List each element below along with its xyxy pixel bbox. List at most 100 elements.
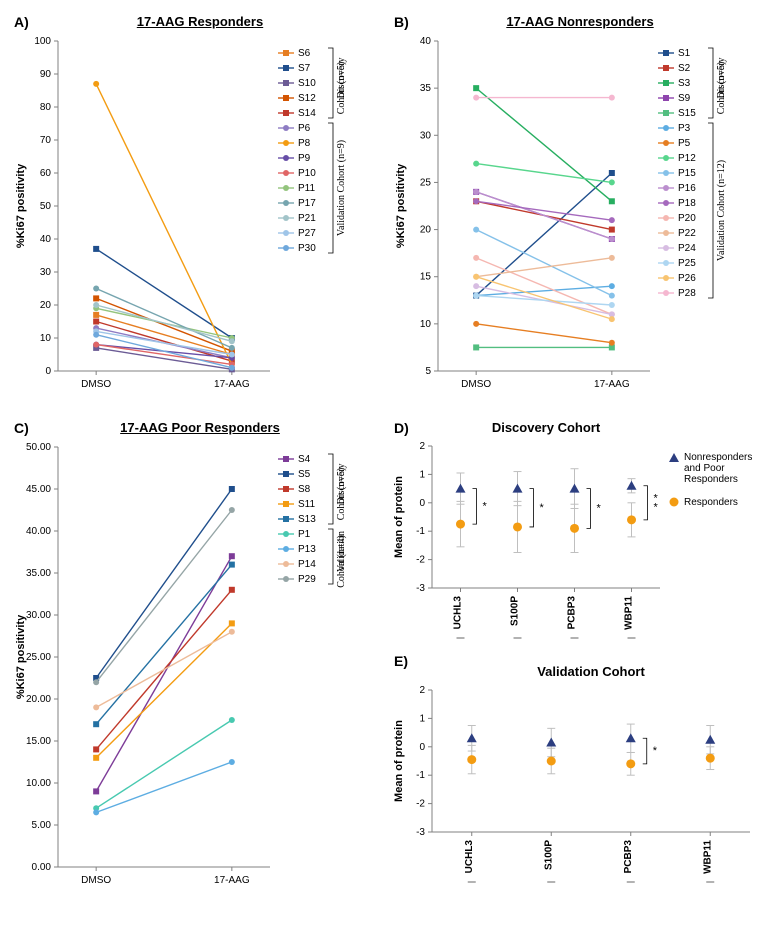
svg-text:P30: P30 xyxy=(298,243,316,254)
svg-text:P20: P20 xyxy=(678,213,696,224)
svg-text:10.00: 10.00 xyxy=(26,778,51,789)
svg-text:20: 20 xyxy=(40,300,52,311)
svg-text:1: 1 xyxy=(419,469,425,480)
svg-text:25: 25 xyxy=(420,177,432,188)
panel-c: C) 17-AAG Poor Responders 0.005.0010.001… xyxy=(10,416,390,912)
svg-text:-3: -3 xyxy=(416,827,425,838)
svg-text:P14: P14 xyxy=(298,559,316,570)
svg-text:80: 80 xyxy=(40,102,52,113)
svg-text:S9: S9 xyxy=(678,93,691,104)
svg-text:40: 40 xyxy=(420,36,432,47)
svg-text:0: 0 xyxy=(419,498,425,509)
svg-text:35: 35 xyxy=(420,83,432,94)
svg-text:17-AAG: 17-AAG xyxy=(594,379,630,390)
svg-text:S1: S1 xyxy=(678,48,691,59)
svg-text:S12: S12 xyxy=(298,93,316,104)
panel-b-title: 17-AAG Nonresponders xyxy=(390,10,760,31)
svg-text:45.00: 45.00 xyxy=(26,484,51,495)
svg-text:Mean of protein: Mean of protein xyxy=(393,720,405,802)
svg-text:S13: S13 xyxy=(298,514,316,525)
svg-text:-2: -2 xyxy=(416,555,425,566)
svg-text:Discovery Cohort: Discovery Cohort xyxy=(492,420,601,435)
svg-text:P21: P21 xyxy=(298,213,316,224)
svg-text:P18: P18 xyxy=(678,198,696,209)
svg-text:P3: P3 xyxy=(678,123,691,134)
svg-text:S11: S11 xyxy=(298,499,315,510)
svg-text:P26: P26 xyxy=(678,273,696,284)
svg-text:P10: P10 xyxy=(298,168,316,179)
svg-text:DMSO: DMSO xyxy=(81,875,111,886)
svg-text:15: 15 xyxy=(420,272,432,283)
svg-text:20.00: 20.00 xyxy=(26,694,51,705)
svg-text:5: 5 xyxy=(425,366,431,377)
svg-text:*: * xyxy=(653,745,658,757)
svg-text:90: 90 xyxy=(40,69,52,80)
panel-a-label: A) xyxy=(14,14,29,30)
svg-text:P17: P17 xyxy=(298,198,316,209)
svg-text:S2: S2 xyxy=(678,63,691,74)
svg-text:P13: P13 xyxy=(298,544,316,555)
svg-text:Responders: Responders xyxy=(684,474,738,485)
svg-text:0: 0 xyxy=(45,366,51,377)
panel-b: B) 17-AAG Nonresponders 510152025303540D… xyxy=(390,10,760,416)
svg-text:UCHL3: UCHL3 xyxy=(453,596,464,630)
svg-text:30.00: 30.00 xyxy=(26,610,51,621)
svg-text:S7: S7 xyxy=(298,63,311,74)
svg-text:0: 0 xyxy=(419,742,425,753)
svg-text:P9: P9 xyxy=(298,153,311,164)
svg-text:WBP11: WBP11 xyxy=(624,596,635,630)
svg-text:S100P: S100P xyxy=(510,596,521,626)
svg-text:70: 70 xyxy=(40,135,52,146)
svg-text:PCBP3: PCBP3 xyxy=(623,840,634,874)
svg-text:P29: P29 xyxy=(298,574,316,585)
svg-text:17-AAG: 17-AAG xyxy=(214,379,250,390)
svg-text:PCBP3: PCBP3 xyxy=(567,596,578,630)
panel-a-chart: 0102030405060708090100DMSO17-AAG%Ki67 po… xyxy=(10,31,390,411)
svg-text:*: * xyxy=(654,501,659,513)
svg-text:P28: P28 xyxy=(678,288,696,299)
svg-text:Validation Cohort: Validation Cohort xyxy=(537,664,645,679)
panel-de: D) Discovery Cohort-3-2-1012Mean of prot… xyxy=(390,416,760,912)
svg-text:P1: P1 xyxy=(298,529,311,540)
svg-text:Mean of protein: Mean of protein xyxy=(393,476,405,558)
svg-text:%Ki67 positivity: %Ki67 positivity xyxy=(15,163,27,248)
svg-text:40: 40 xyxy=(40,234,52,245)
svg-text:*: * xyxy=(597,502,602,514)
svg-text:*: * xyxy=(540,502,545,514)
svg-text:50.00: 50.00 xyxy=(26,442,51,453)
svg-text:P12: P12 xyxy=(678,153,696,164)
svg-text:UCHL3: UCHL3 xyxy=(464,840,475,874)
svg-text:Cohort (n=5): Cohort (n=5) xyxy=(716,62,727,115)
svg-text:2: 2 xyxy=(419,685,425,696)
svg-text:Validation Cohort (n=12): Validation Cohort (n=12) xyxy=(716,160,727,261)
svg-text:1: 1 xyxy=(419,713,425,724)
svg-text:S4: S4 xyxy=(298,454,311,465)
svg-text:0.00: 0.00 xyxy=(32,862,52,873)
svg-text:Nonresponders: Nonresponders xyxy=(684,452,752,463)
svg-text:2: 2 xyxy=(419,441,425,452)
svg-text:40.00: 40.00 xyxy=(26,526,51,537)
panel-a-title: 17-AAG Responders xyxy=(10,10,390,31)
svg-text:17-AAG: 17-AAG xyxy=(214,875,250,886)
panel-a: A) 17-AAG Responders 0102030405060708090… xyxy=(10,10,390,416)
svg-text:30: 30 xyxy=(420,130,432,141)
svg-text:Validation Cohort (n=9): Validation Cohort (n=9) xyxy=(336,140,347,236)
figure-grid: A) 17-AAG Responders 0102030405060708090… xyxy=(10,10,760,912)
svg-text:S100P: S100P xyxy=(543,840,554,870)
svg-text:DMSO: DMSO xyxy=(461,379,491,390)
svg-text:P25: P25 xyxy=(678,258,696,269)
svg-text:-1: -1 xyxy=(416,526,425,537)
svg-text:E): E) xyxy=(394,653,408,669)
svg-text:P24: P24 xyxy=(678,243,696,254)
svg-text:*: * xyxy=(483,500,488,512)
svg-text:S15: S15 xyxy=(678,108,696,119)
panel-de-chart: Discovery Cohort -3 -2 -1 0 1 2 Mean of protein… xyxy=(390,416,760,906)
svg-text:S8: S8 xyxy=(298,484,311,495)
svg-text:Responders: Responders xyxy=(684,497,738,508)
svg-text:60: 60 xyxy=(40,168,52,179)
svg-text:P6: P6 xyxy=(298,123,311,134)
svg-text:50: 50 xyxy=(40,201,52,212)
svg-text:30: 30 xyxy=(40,267,52,278)
svg-text:S14: S14 xyxy=(298,108,316,119)
svg-text:WBP11: WBP11 xyxy=(702,840,713,874)
